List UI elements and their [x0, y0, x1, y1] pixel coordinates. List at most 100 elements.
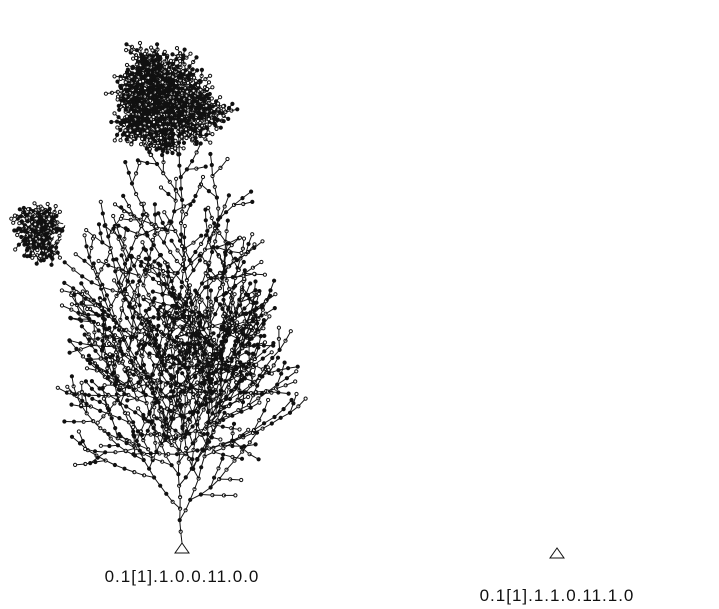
- node: [213, 338, 216, 341]
- node: [207, 206, 210, 209]
- node: [247, 428, 250, 431]
- node: [125, 49, 128, 52]
- node: [210, 304, 213, 307]
- node: [247, 395, 250, 398]
- node: [80, 381, 83, 384]
- node: [238, 428, 241, 431]
- node: [198, 254, 201, 257]
- node: [182, 147, 185, 150]
- node: [113, 338, 116, 341]
- node: [188, 284, 191, 287]
- node: [103, 224, 106, 227]
- node: [68, 351, 71, 354]
- node: [223, 406, 226, 409]
- node: [263, 273, 266, 276]
- node: [118, 340, 121, 343]
- node: [83, 234, 86, 237]
- node: [120, 206, 123, 209]
- node: [219, 393, 222, 396]
- node: [283, 361, 286, 364]
- node: [136, 159, 139, 162]
- node: [75, 290, 78, 293]
- node: [304, 397, 307, 400]
- node: [99, 444, 102, 447]
- node: [258, 401, 261, 404]
- node: [157, 212, 160, 215]
- node: [151, 290, 154, 293]
- node: [144, 309, 147, 312]
- node: [254, 314, 257, 317]
- node: [263, 341, 266, 344]
- node: [113, 75, 116, 78]
- node: [77, 430, 80, 433]
- node: [242, 237, 245, 240]
- node: [272, 344, 275, 347]
- node: [238, 236, 241, 239]
- node: [132, 453, 135, 456]
- node: [211, 86, 214, 89]
- node: [92, 262, 95, 265]
- node: [235, 367, 238, 370]
- node: [251, 352, 254, 355]
- node: [287, 392, 290, 395]
- node: [90, 380, 93, 383]
- node: [85, 229, 88, 232]
- node: [234, 494, 237, 497]
- node: [208, 353, 211, 356]
- node: [245, 351, 248, 354]
- node: [103, 384, 106, 387]
- node: [223, 411, 226, 414]
- node: [159, 186, 162, 189]
- node: [180, 339, 183, 342]
- node: [262, 327, 265, 330]
- node: [250, 190, 253, 193]
- node: [137, 407, 140, 410]
- node: [183, 224, 186, 227]
- node: [240, 478, 243, 481]
- node: [199, 142, 202, 145]
- node: [156, 43, 159, 46]
- node: [125, 43, 128, 46]
- node: [218, 303, 221, 306]
- node: [253, 272, 256, 275]
- node: [132, 433, 135, 436]
- node: [139, 264, 142, 267]
- node: [207, 81, 210, 84]
- node: [157, 262, 160, 265]
- node: [209, 225, 212, 228]
- node: [85, 367, 88, 370]
- node: [180, 285, 183, 288]
- node: [182, 141, 185, 144]
- node: [163, 211, 166, 214]
- node: [89, 358, 92, 361]
- figure: 0.1[1].1.0.0.11.0.0 0.1[1].1.1.0.11.1.0: [0, 0, 719, 609]
- node: [87, 354, 90, 357]
- node: [68, 391, 71, 394]
- node: [200, 234, 203, 237]
- node: [63, 281, 66, 284]
- node: [263, 334, 266, 337]
- node: [115, 324, 118, 327]
- node: [66, 385, 69, 388]
- node: [142, 296, 145, 299]
- node: [119, 139, 122, 142]
- node: [289, 330, 292, 333]
- node: [122, 194, 125, 197]
- node: [261, 240, 264, 243]
- node: [249, 282, 252, 285]
- node: [251, 320, 254, 323]
- node: [175, 311, 178, 314]
- node: [144, 257, 147, 260]
- node: [254, 280, 257, 283]
- node: [195, 297, 198, 300]
- node: [137, 385, 140, 388]
- node: [70, 435, 73, 438]
- node: [221, 457, 224, 460]
- node: [80, 325, 83, 328]
- page: 0.1[1].1.0.0.11.0.0 0.1[1].1.1.0.11.1.0 …: [0, 0, 719, 609]
- node: [69, 316, 72, 319]
- node: [270, 372, 273, 375]
- node: [254, 289, 257, 292]
- node: [242, 260, 245, 263]
- node: [102, 397, 105, 400]
